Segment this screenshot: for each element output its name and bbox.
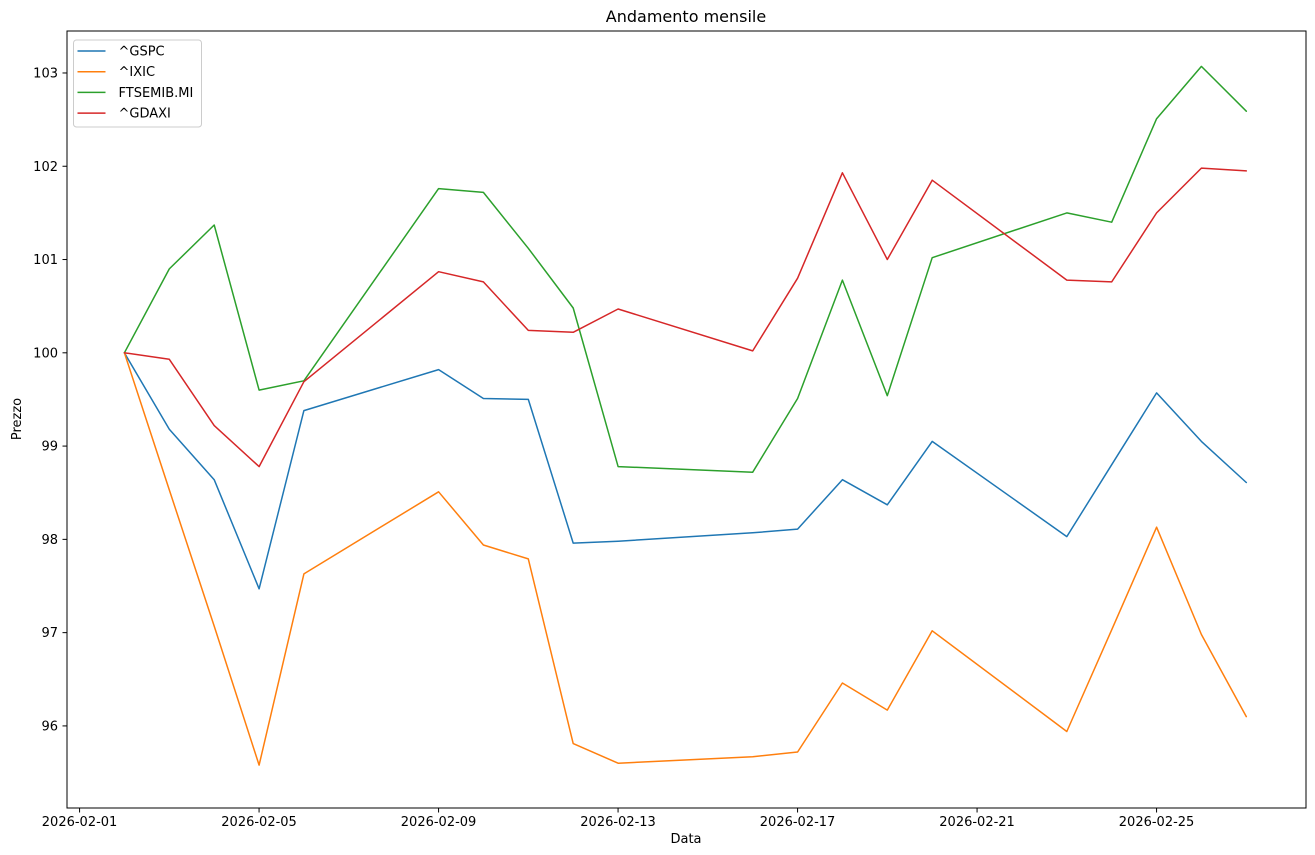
x-tick-label: 2026-02-05 — [221, 815, 297, 830]
x-axis-label: Data — [670, 832, 701, 847]
y-tick-label: 97 — [41, 626, 58, 641]
y-tick-label: 101 — [33, 253, 58, 268]
chart-title: Andamento mensile — [606, 7, 766, 26]
legend-box — [73, 39, 202, 128]
legend-label: ^GDAXI — [119, 107, 171, 122]
x-tick-label: 2026-02-09 — [401, 815, 477, 830]
legend-label: ^IXIC — [119, 65, 156, 80]
x-tick-label: 2026-02-21 — [939, 815, 1015, 830]
plot-frame — [66, 30, 1307, 809]
x-tick-label: 2026-02-17 — [760, 815, 836, 830]
x-axis-ticks: 2026-02-01 2026-02-05 2026-02-09 2026-02-13… — [42, 808, 1195, 830]
series-line-ixic — [123, 352, 1248, 766]
x-tick-label: 2026-02-13 — [580, 815, 656, 830]
y-tick-label: 96 — [41, 719, 58, 734]
y-tick-label: 98 — [41, 533, 58, 548]
y-axis-label: Prezzo — [10, 398, 25, 440]
y-tick-label: 103 — [33, 66, 58, 81]
series-lines — [123, 65, 1248, 766]
y-tick-label: 100 — [33, 346, 58, 361]
y-tick-label: 99 — [41, 440, 58, 455]
y-tick-label: 102 — [33, 160, 58, 175]
legend-label: FTSEMIB.MI — [119, 86, 194, 101]
series-line-gdaxi — [123, 167, 1248, 468]
x-tick-label: 2026-02-01 — [42, 815, 118, 830]
legend-label: ^GSPC — [119, 45, 165, 60]
series-line-gspc — [123, 352, 1248, 590]
x-tick-label: 2026-02-25 — [1119, 815, 1195, 830]
series-line-ftsemibmi — [123, 65, 1248, 473]
axes-spines — [66, 30, 1307, 809]
y-axis-ticks: 96 97 98 99 100 101 102 103 — [33, 66, 67, 734]
legend: ^GSPC ^IXIC FTSEMIB.MI ^GDAXI — [73, 39, 202, 128]
